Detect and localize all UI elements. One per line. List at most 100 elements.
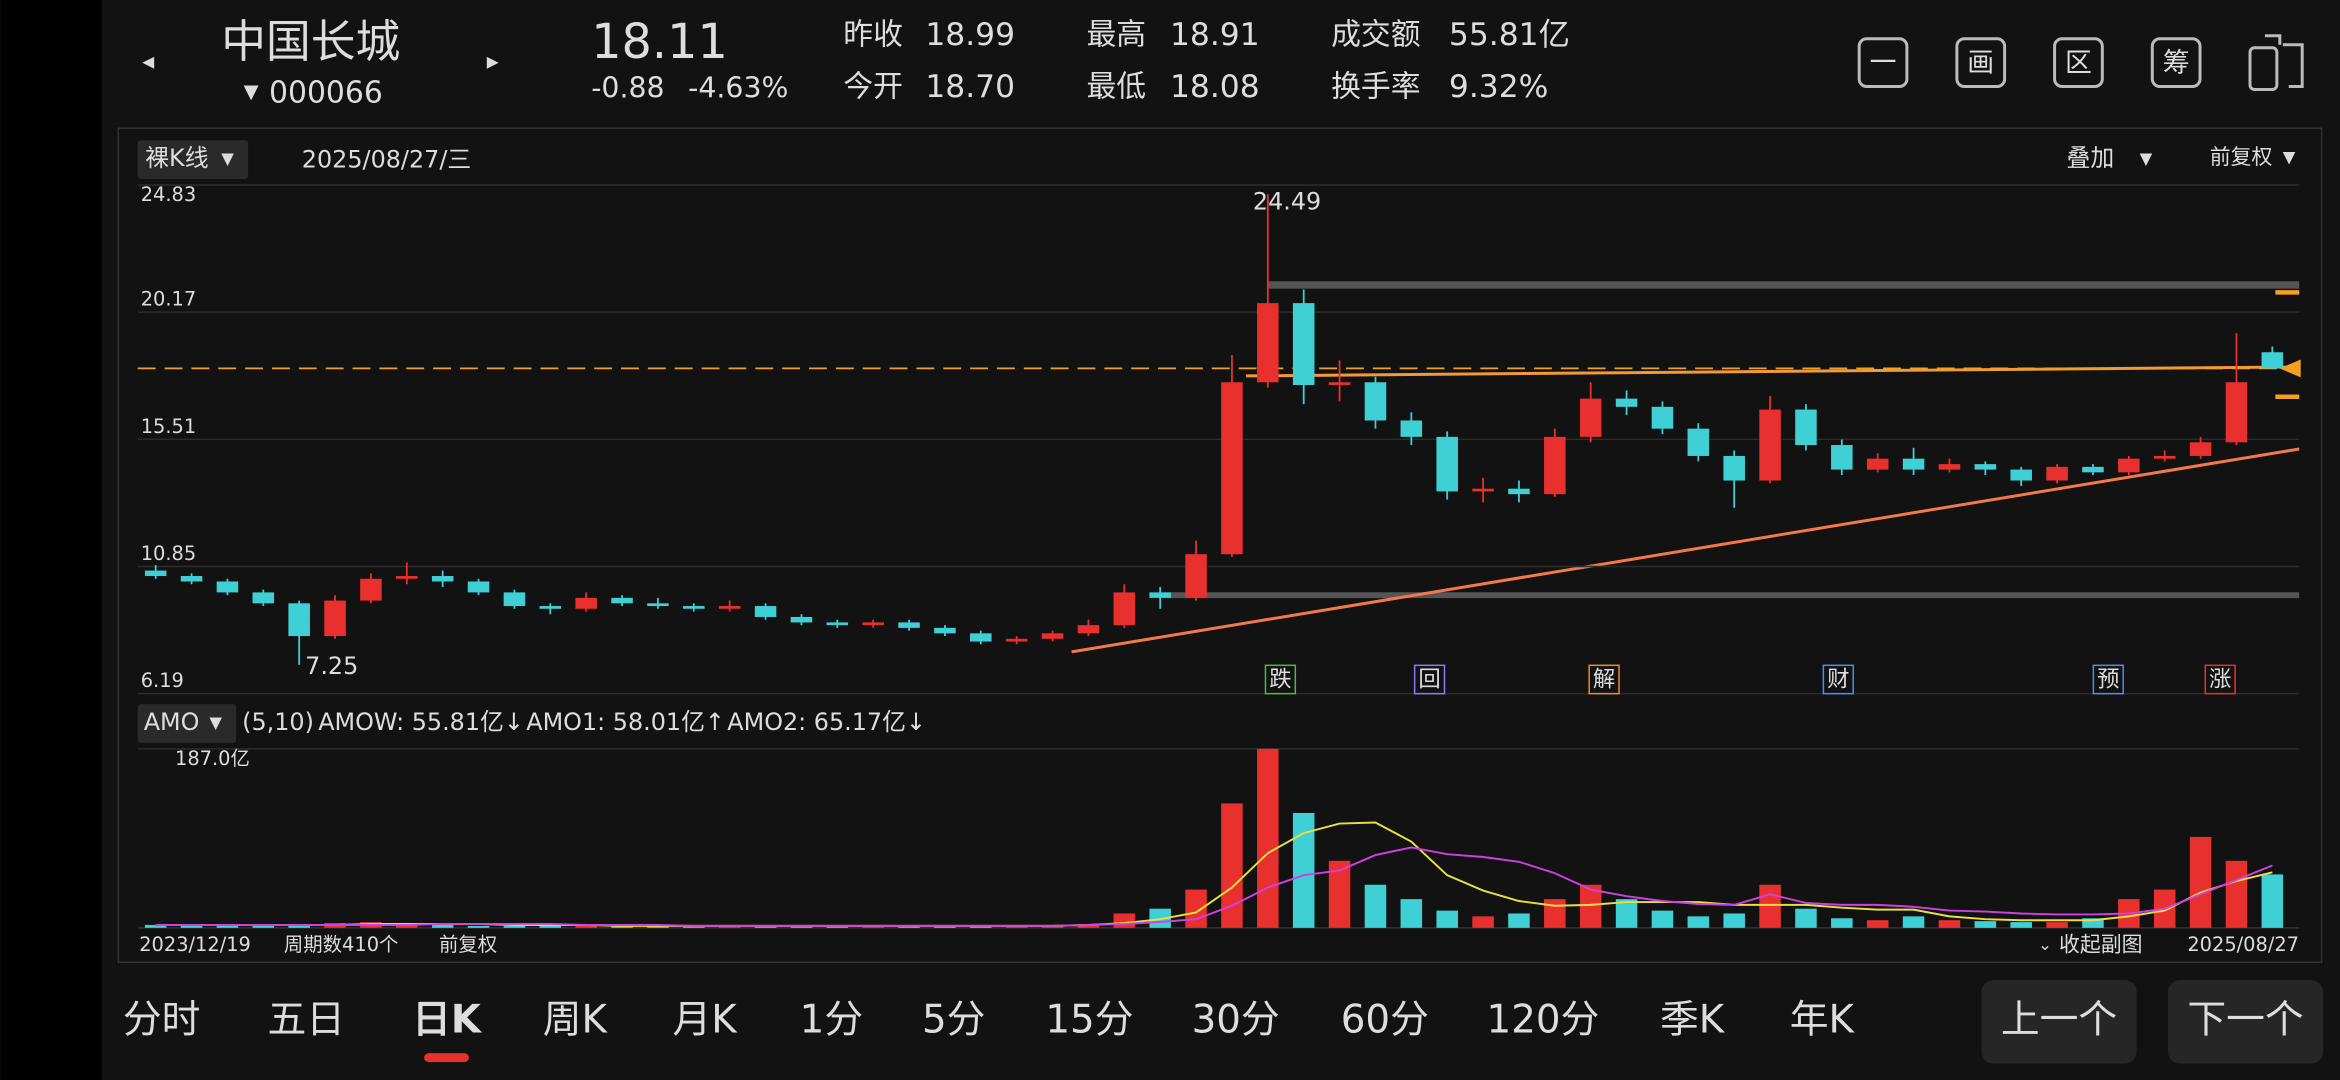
event-tag[interactable] — [1264, 664, 1297, 695]
tab[interactable]: 五日 — [268, 997, 346, 1042]
volume-bar — [611, 925, 633, 928]
collapse[interactable]: 收起副图 — [2059, 933, 2143, 957]
candle-body — [1795, 409, 1817, 446]
candle-body — [1508, 488, 1530, 495]
quote-label: 昨收 — [843, 17, 903, 52]
phone-icon[interactable] — [2248, 34, 2304, 91]
adjust[interactable]: 前复权 — [2210, 145, 2273, 169]
candle-body — [1687, 428, 1710, 456]
extreme-label: 7.25 — [305, 652, 358, 680]
tab[interactable]: 15分 — [1045, 997, 1133, 1042]
legend-item: AMO2: 65.17亿 — [727, 708, 906, 736]
mode[interactable]: 裸K线 — [145, 144, 208, 172]
tab[interactable]: 120分 — [1487, 997, 1600, 1042]
candle-body — [1328, 382, 1351, 386]
tool-label[interactable]: 筹 — [2163, 48, 2190, 79]
volume-bar — [1938, 920, 1961, 928]
candle-body — [503, 592, 526, 607]
candle-body — [2225, 382, 2248, 443]
stock-code: 000066 — [269, 75, 383, 110]
tab[interactable]: 周K — [543, 997, 609, 1042]
volume-bar — [1759, 884, 1781, 928]
tab[interactable]: 日K — [412, 997, 483, 1042]
candle-body — [2153, 455, 2176, 459]
tab[interactable]: 30分 — [1192, 997, 1280, 1042]
volume-bar — [144, 924, 167, 928]
candle-body — [898, 622, 920, 628]
prev-label[interactable]: 上一个 — [2001, 997, 2117, 1042]
event-tag[interactable] — [1822, 664, 1854, 695]
tool-box[interactable] — [2053, 37, 2104, 89]
candle-body — [1077, 625, 1100, 634]
tool-box[interactable] — [2150, 37, 2202, 89]
y-tick-label: 24.83 — [141, 183, 196, 206]
candle-body — [1866, 458, 1889, 470]
indicator[interactable]: AMO — [144, 708, 200, 736]
tool-label[interactable]: 一 — [1870, 48, 1897, 79]
event-tag[interactable] — [2092, 664, 2124, 695]
volume-bar — [2189, 836, 2212, 928]
quote-value: 55.81亿 — [1449, 17, 1570, 53]
tab[interactable]: 季K — [1660, 997, 1726, 1042]
candle-body — [1364, 382, 1387, 421]
next-button[interactable] — [2167, 980, 2324, 1064]
event-label[interactable]: 财 — [1827, 667, 1849, 693]
axis-start: 2023/12/19 — [139, 933, 251, 956]
candle-body — [1938, 464, 1961, 470]
volume-bar — [1651, 910, 1674, 928]
tool-label[interactable]: 区 — [2065, 48, 2092, 79]
axis-end: 2025/08/27 — [2187, 933, 2299, 956]
candle-body — [2082, 466, 2104, 473]
volume-bar — [1579, 884, 1602, 928]
quote-value: 18.08 — [1170, 69, 1260, 105]
overlay[interactable]: 叠加 — [2067, 144, 2115, 172]
candle-body — [2046, 466, 2068, 481]
quote-label: 成交额 — [1331, 17, 1420, 52]
tool-box[interactable] — [1955, 37, 2007, 89]
event-label[interactable]: 涨 — [2209, 667, 2231, 693]
candle-body — [754, 606, 777, 617]
amo-line — [155, 846, 2273, 927]
quote-value: 18.70 — [925, 69, 1015, 105]
tab[interactable]: 60分 — [1341, 997, 1429, 1042]
candle-body — [1400, 420, 1423, 437]
date: 2025/08/27/三 — [302, 146, 471, 174]
tab[interactable]: 分时 — [123, 997, 201, 1042]
collapse-icon[interactable]: ⌄ — [2038, 935, 2052, 954]
candle-body — [970, 633, 992, 642]
quote-label: 换手率 — [1331, 70, 1420, 105]
event-label[interactable]: 预 — [2097, 667, 2119, 693]
tool-label[interactable]: 画 — [1967, 48, 1994, 79]
y-tick-label: 20.17 — [141, 288, 196, 311]
tab[interactable]: 1分 — [800, 997, 863, 1042]
volume-bar — [1005, 925, 1028, 928]
tab[interactable]: 5分 — [922, 997, 985, 1042]
tool-box[interactable] — [1857, 37, 1909, 89]
event-tag[interactable] — [1413, 664, 1446, 695]
prev-stock[interactable]: ◂ — [142, 47, 154, 75]
legend-arrow: ↓ — [504, 708, 524, 736]
event-label[interactable]: 跌 — [1269, 667, 1291, 693]
event-label[interactable]: 回 — [1418, 667, 1440, 693]
volume-bar — [1866, 920, 1889, 928]
stock-name: 中国长城 — [221, 15, 400, 68]
volume-bar — [1221, 803, 1243, 928]
next-label[interactable]: 下一个 — [2187, 997, 2303, 1042]
candle-body — [324, 600, 346, 637]
event-tag[interactable] — [1588, 664, 1620, 695]
tab[interactable]: 年K — [1790, 997, 1856, 1042]
volume-bar — [1508, 913, 1530, 928]
prev-button[interactable] — [1981, 980, 2137, 1064]
tab[interactable]: 月K — [672, 997, 738, 1042]
candle-body — [539, 606, 562, 609]
indicator-box[interactable] — [137, 704, 237, 743]
volume-bar — [1615, 899, 1638, 928]
mode-box[interactable] — [137, 140, 249, 180]
event-label[interactable]: 解 — [1593, 667, 1615, 693]
volume-bar — [2046, 922, 2068, 928]
volume-bar — [1544, 899, 1566, 928]
next-stock[interactable]: ▸ — [487, 47, 499, 75]
event-tag[interactable] — [2204, 664, 2236, 695]
